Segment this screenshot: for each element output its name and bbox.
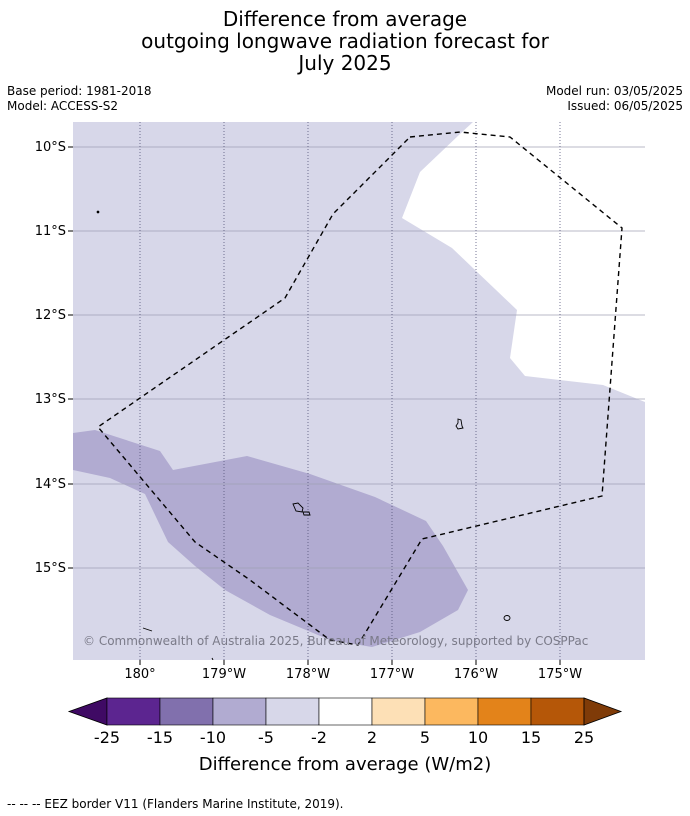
colorbar-swatch-8 <box>477 697 532 726</box>
eez-footnote: -- -- -- EEZ border V11 (Flanders Marine… <box>7 797 344 811</box>
title-line-1: Difference from average <box>222 7 468 31</box>
meta-left: Base period: 1981-2018 Model: ACCESS-S2 <box>7 84 152 114</box>
meta-right: Model run: 03/05/2025 Issued: 06/05/2025 <box>546 84 683 114</box>
colorbar-tick: -5 <box>258 728 274 747</box>
colorbar-swatch-9 <box>530 697 585 726</box>
lat-label-13s: 13°S <box>35 392 66 407</box>
lat-label-11s: 11°S <box>35 224 66 239</box>
lat-label-10s: 10°S <box>35 140 66 155</box>
map-area: © Commonwealth of Australia 2025, Bureau… <box>73 122 645 660</box>
colorbar-tick: -2 <box>311 728 327 747</box>
colorbar-tick: 10 <box>468 728 488 747</box>
island-central <box>292 502 304 513</box>
title-line-3: July 2025 <box>298 51 392 75</box>
colorbar-tick: 15 <box>521 728 541 747</box>
lat-label-14s: 14°S <box>35 477 66 492</box>
lon-label-180: 180° <box>124 667 155 682</box>
colorbar-tick: -10 <box>200 728 226 747</box>
lon-label-177w: 177°W <box>370 667 414 682</box>
lat-labels: 10°S 11°S 12°S 13°S 14°S 15°S <box>35 140 73 576</box>
colorbar: -25 -15 -10 -5 -2 2 5 10 15 25 Differenc… <box>67 697 623 775</box>
copyright-text: © Commonwealth of Australia 2025, Bureau… <box>83 634 588 648</box>
colorbar-label: Difference from average (W/m2) <box>199 754 491 775</box>
lon-labels: 180° 179°W 178°W 177°W 176°W 175°W <box>124 660 582 682</box>
model-name: Model: ACCESS-S2 <box>7 99 119 113</box>
lon-label-178w: 178°W <box>286 667 330 682</box>
base-period: Base period: 1981-2018 <box>7 84 152 98</box>
issued-date: Issued: 06/05/2025 <box>567 99 683 113</box>
model-run: Model run: 03/05/2025 <box>545 84 683 98</box>
island-south <box>211 657 214 660</box>
colorbar-tick: -25 <box>94 728 120 747</box>
islands <box>96 210 511 660</box>
lon-label-179w: 179°W <box>202 667 246 682</box>
colorbar-max-arrow <box>583 697 623 726</box>
colorbar-tick: 2 <box>367 728 377 747</box>
lat-gridlines <box>73 146 645 569</box>
colorbar-swatch-6 <box>371 697 426 726</box>
colorbar-ticks: -25 -15 -10 -5 -2 2 5 10 15 25 <box>94 728 594 747</box>
title-line-2: outgoing longwave radiation forecast for <box>141 29 549 53</box>
colorbar-min-arrow <box>67 697 108 726</box>
neutral-anomaly-region <box>402 122 645 402</box>
colorbar-tick: 25 <box>574 728 594 747</box>
chart-title: Difference from average outgoing longwav… <box>0 8 690 74</box>
colorbar-tick: -15 <box>147 728 173 747</box>
lon-label-175w: 175°W <box>538 667 582 682</box>
lon-label-176w: 176°W <box>454 667 498 682</box>
lat-label-15s: 15°S <box>35 561 66 576</box>
island-northwest <box>96 210 100 214</box>
colorbar-swatch-3 <box>212 697 267 726</box>
colorbar-swatch-4 <box>265 697 320 726</box>
colorbar-swatch-7 <box>424 697 479 726</box>
island-east <box>455 418 464 430</box>
colorbar-tick: 5 <box>420 728 430 747</box>
colorbar-swatch-5 <box>318 697 373 726</box>
island-southeast <box>503 615 511 621</box>
island-southwest <box>142 627 153 632</box>
island-central-small <box>302 511 311 516</box>
lat-label-12s: 12°S <box>35 308 66 323</box>
colorbar-swatch-1 <box>106 697 161 726</box>
colorbar-swatch-2 <box>159 697 214 726</box>
